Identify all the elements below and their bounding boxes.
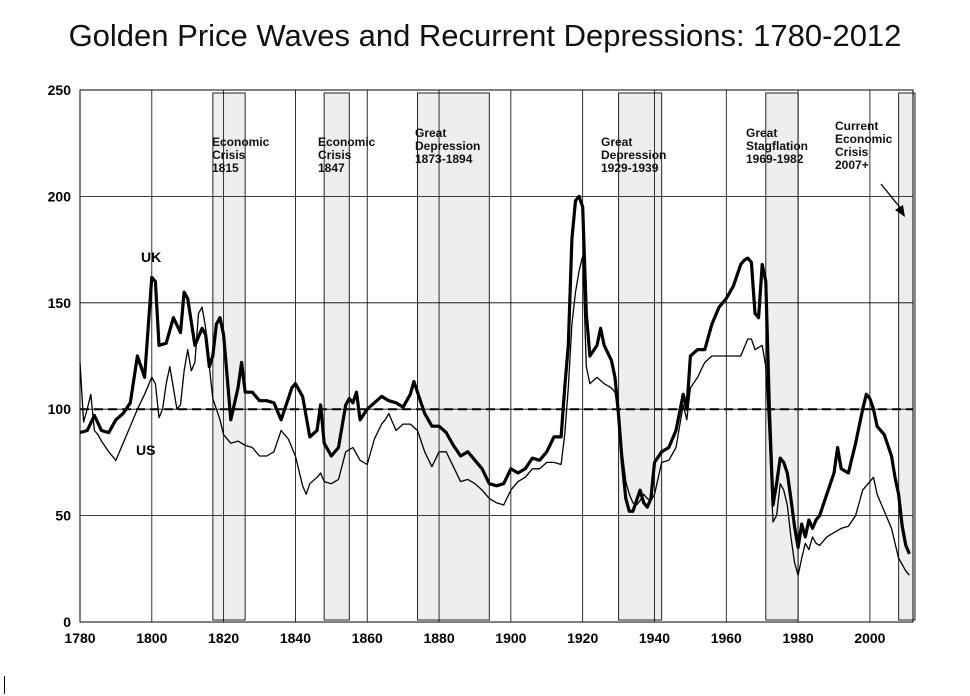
x-tick-label-6: 1900 [495,630,526,646]
shaded-period-2 [417,92,490,621]
y-tick-label-4: 200 [48,188,72,204]
y-tick-label-1: 50 [55,508,71,524]
x-tick-label-11: 2000 [854,630,885,646]
x-tick-label-3: 1840 [280,630,311,646]
annotation-5-line-2: Crisis [835,145,869,159]
annotation-2-line-1: Depression [415,139,480,153]
annotation-1-line-0: Economic [318,135,376,149]
x-tick-label-10: 1980 [783,630,814,646]
current-crisis-arrow [880,183,903,211]
y-tick-label-5: 250 [48,82,72,98]
annotation-4-line-0: Great [746,126,777,140]
annotation-5-line-1: Economic [835,132,893,146]
y-tick-label-2: 100 [48,401,72,417]
y-tick-label-0: 0 [63,614,71,630]
x-tick-label-4: 1860 [352,630,383,646]
chart-title: Golden Price Waves and Recurrent Depress… [68,18,902,53]
annotation-4-line-1: Stagflation [746,139,808,153]
shaded-period-0 [212,92,246,621]
annotation-3-line-1: Depression [601,148,666,162]
annotation-5-line-0: Current [835,119,878,133]
y-tick-label-3: 150 [48,295,72,311]
x-tick-label-0: 1780 [64,630,95,646]
series-lines [79,194,911,576]
tick-labels: 0 50 100 150 200 250 1780 1800 1820 1840 1860 1880 1… [48,82,886,646]
annotation-1-line-2: 1847 [318,161,345,175]
current-crisis-arrowhead [895,205,905,217]
x-tick-label-7: 1920 [567,630,598,646]
x-tick-label-2: 1820 [208,630,239,646]
annotation-0-line-0: Economic [212,135,270,149]
x-tick-label-9: 1960 [711,630,742,646]
plot-frame [79,89,914,623]
shaded-period-1 [323,92,350,621]
text-cursor [4,676,5,694]
annotation-4-line-2: 1969-1982 [746,152,804,166]
annotation-3-line-2: 1929-1939 [601,161,659,175]
annotation-0-line-2: 1815 [212,161,239,175]
period-annotations: EconomicCrisis1815EconomicCrisis1847Grea… [212,119,893,175]
series-line-uk [79,194,911,555]
annotation-3-line-0: Great [601,135,632,149]
shaded-period-5 [898,92,916,621]
annotation-2-line-2: 1873-1894 [415,152,473,166]
annotation-2-line-0: Great [415,126,446,140]
annotation-1-line-1: Crisis [318,148,352,162]
annotation-0-line-1: Crisis [212,148,246,162]
shaded-period-4 [765,92,799,621]
series-label-us: US [136,442,155,458]
annotation-5-line-3: 2007+ [835,158,869,172]
shaded-periods [212,92,916,621]
series-label-uk: UK [141,249,161,265]
series-line-us [79,255,910,576]
x-tick-label-8: 1940 [639,630,670,646]
x-tick-label-1: 1800 [136,630,167,646]
x-tick-label-5: 1880 [423,630,454,646]
